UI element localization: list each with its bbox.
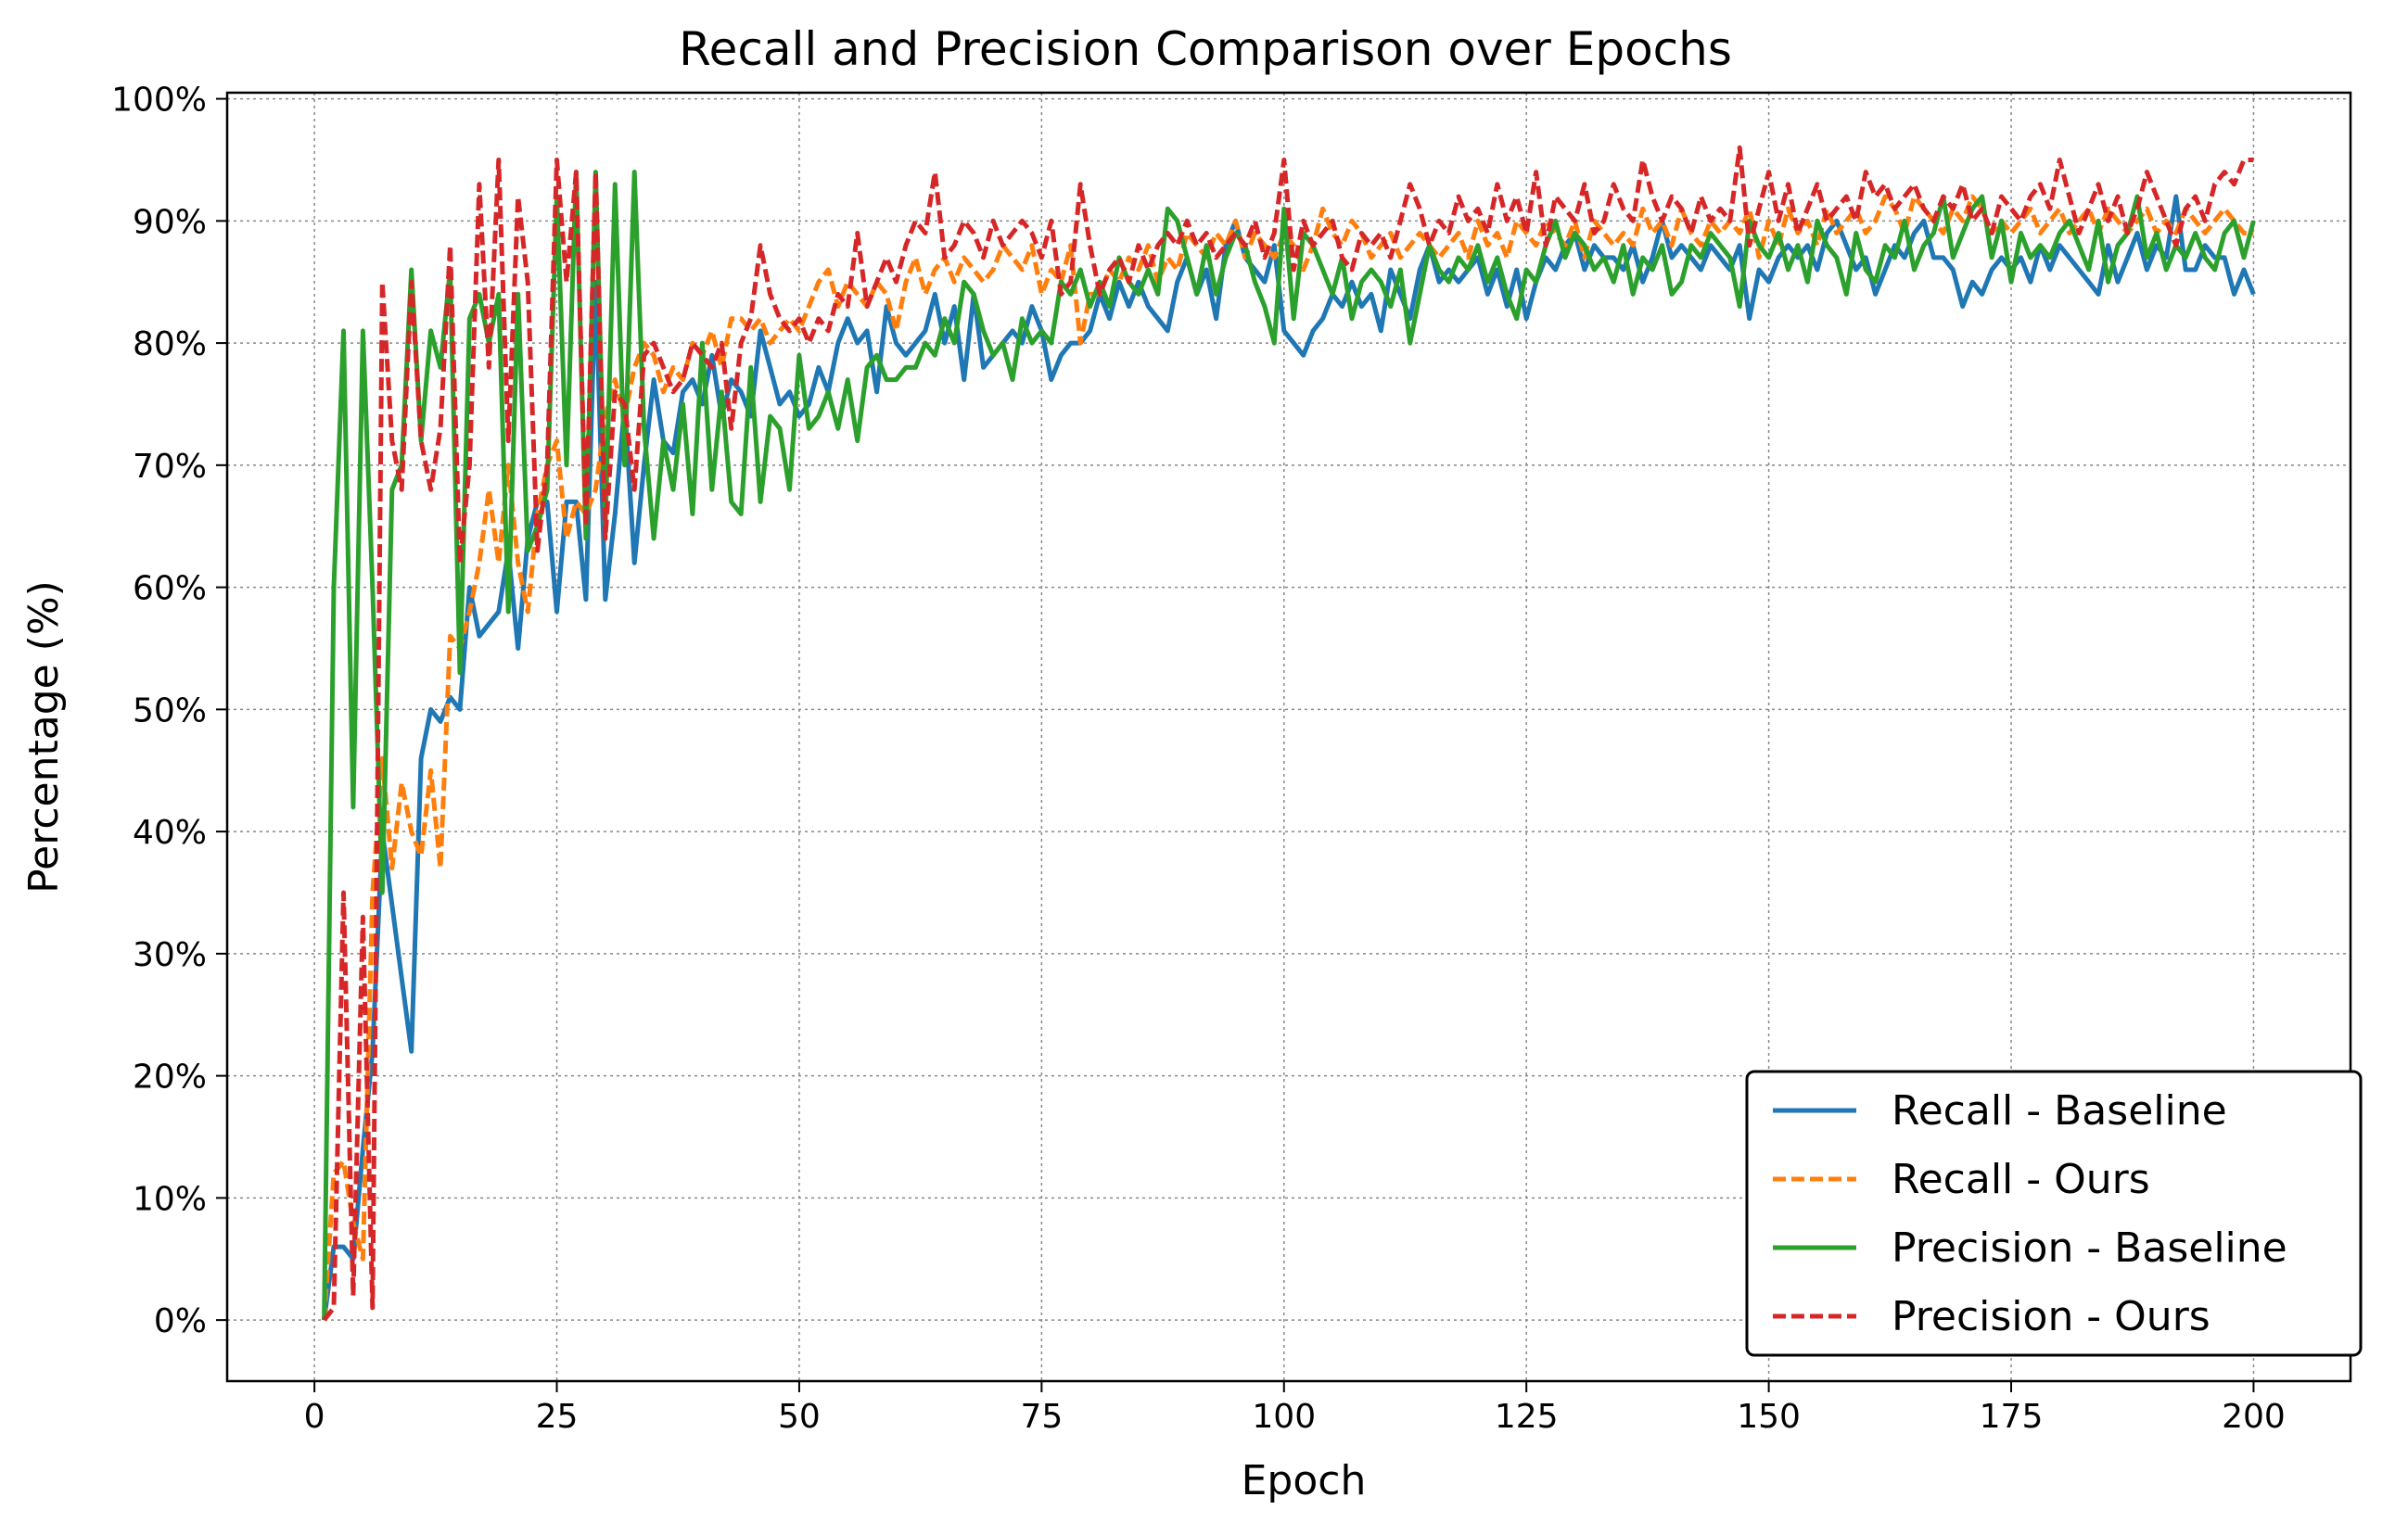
y-tick-label: 70% — [133, 448, 207, 486]
legend-label: Precision - Baseline — [1892, 1224, 2287, 1272]
x-tick-label: 75 — [1020, 1398, 1063, 1436]
y-tick-label: 60% — [133, 570, 207, 608]
x-tick-label: 100 — [1252, 1398, 1316, 1436]
x-tick-label: 175 — [1980, 1398, 2044, 1436]
y-tick-label: 30% — [133, 936, 207, 974]
x-tick-label: 0 — [304, 1398, 325, 1436]
x-tick-label: 200 — [2222, 1398, 2286, 1436]
y-tick-label: 90% — [133, 203, 207, 241]
y-axis-label: Percentage (%) — [20, 580, 68, 894]
y-tick-label: 40% — [133, 814, 207, 852]
y-tick-label: 10% — [133, 1180, 207, 1218]
legend-label: Recall - Ours — [1892, 1156, 2150, 1203]
legend-label: Recall - Baseline — [1892, 1087, 2227, 1135]
x-tick-label: 50 — [778, 1398, 821, 1436]
x-axis-label: Epoch — [1242, 1457, 1367, 1504]
x-tick-label: 125 — [1495, 1398, 1559, 1436]
x-tick-label: 150 — [1737, 1398, 1801, 1436]
y-tick-label: 100% — [111, 82, 207, 120]
y-tick-label: 50% — [133, 691, 207, 729]
legend-label: Precision - Ours — [1892, 1293, 2211, 1340]
x-tick-label: 25 — [536, 1398, 579, 1436]
y-tick-label: 20% — [133, 1059, 207, 1097]
legend: Recall - Baseline Recall - Ours Precision … — [1747, 1072, 2361, 1355]
chart-title: Recall and Precision Comparison over Epo… — [679, 22, 1732, 76]
y-tick-label: 0% — [154, 1302, 207, 1340]
y-tick-label: 80% — [133, 325, 207, 363]
